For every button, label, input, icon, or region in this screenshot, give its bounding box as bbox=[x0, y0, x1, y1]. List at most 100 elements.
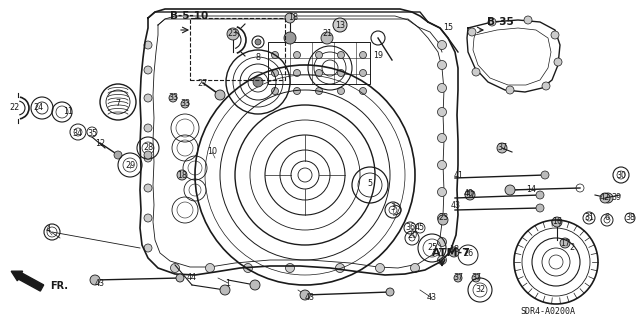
Circle shape bbox=[438, 108, 447, 116]
Text: 20: 20 bbox=[407, 231, 417, 240]
Text: 26: 26 bbox=[463, 249, 473, 257]
Circle shape bbox=[506, 86, 514, 94]
Text: 19: 19 bbox=[373, 50, 383, 60]
Circle shape bbox=[560, 238, 570, 248]
Circle shape bbox=[335, 263, 344, 272]
Bar bbox=[190, 18, 285, 80]
Circle shape bbox=[144, 154, 152, 162]
Circle shape bbox=[144, 184, 152, 192]
Circle shape bbox=[144, 41, 152, 49]
Text: 33: 33 bbox=[168, 93, 178, 101]
Text: 38: 38 bbox=[625, 213, 635, 222]
Text: 29: 29 bbox=[125, 160, 135, 169]
Circle shape bbox=[524, 16, 532, 24]
Circle shape bbox=[144, 244, 152, 252]
Text: 13: 13 bbox=[335, 20, 345, 29]
Circle shape bbox=[541, 171, 549, 179]
Circle shape bbox=[360, 70, 367, 77]
Text: 33: 33 bbox=[180, 99, 190, 108]
Circle shape bbox=[554, 58, 562, 66]
Circle shape bbox=[316, 87, 323, 94]
Text: FR.: FR. bbox=[50, 281, 68, 291]
Text: 10: 10 bbox=[207, 147, 217, 157]
Text: 31: 31 bbox=[584, 213, 594, 222]
Text: 37: 37 bbox=[453, 273, 463, 283]
Circle shape bbox=[603, 193, 613, 203]
Circle shape bbox=[551, 31, 559, 39]
Circle shape bbox=[144, 214, 152, 222]
Circle shape bbox=[505, 185, 515, 195]
Text: 14: 14 bbox=[526, 184, 536, 194]
Text: 1: 1 bbox=[225, 278, 230, 287]
Circle shape bbox=[536, 191, 544, 199]
Text: 37: 37 bbox=[465, 190, 475, 199]
Text: 4: 4 bbox=[45, 226, 51, 234]
Text: 37: 37 bbox=[497, 144, 507, 152]
Text: 21: 21 bbox=[322, 28, 332, 38]
Circle shape bbox=[144, 66, 152, 74]
Text: 34: 34 bbox=[72, 129, 82, 137]
Circle shape bbox=[536, 204, 544, 212]
Circle shape bbox=[542, 82, 550, 90]
Bar bbox=[268, 42, 370, 84]
Text: 44: 44 bbox=[187, 273, 197, 283]
Text: 23: 23 bbox=[227, 28, 237, 38]
Circle shape bbox=[472, 68, 480, 76]
Circle shape bbox=[284, 32, 296, 44]
Text: 11: 11 bbox=[63, 107, 73, 115]
Text: ATM-7: ATM-7 bbox=[432, 248, 471, 258]
Text: 24: 24 bbox=[33, 103, 43, 113]
Text: 30: 30 bbox=[616, 170, 626, 180]
Circle shape bbox=[386, 288, 394, 296]
Circle shape bbox=[144, 151, 152, 159]
Circle shape bbox=[114, 151, 122, 159]
Text: 32: 32 bbox=[475, 285, 485, 293]
Circle shape bbox=[376, 263, 385, 272]
Text: 16: 16 bbox=[552, 218, 562, 226]
Circle shape bbox=[294, 87, 301, 94]
Text: 23: 23 bbox=[438, 213, 448, 222]
Circle shape bbox=[169, 94, 177, 102]
Circle shape bbox=[410, 263, 419, 272]
Text: SDR4-A0200A: SDR4-A0200A bbox=[520, 308, 575, 316]
Text: 17: 17 bbox=[560, 239, 570, 248]
Circle shape bbox=[294, 70, 301, 77]
Circle shape bbox=[438, 215, 448, 225]
Text: B-5-10: B-5-10 bbox=[170, 11, 208, 21]
Text: 43: 43 bbox=[305, 293, 315, 302]
Circle shape bbox=[465, 190, 475, 200]
Circle shape bbox=[337, 70, 344, 77]
Circle shape bbox=[294, 51, 301, 58]
Circle shape bbox=[271, 87, 278, 94]
Text: 22: 22 bbox=[10, 103, 20, 113]
Circle shape bbox=[468, 28, 476, 36]
Text: 2: 2 bbox=[570, 242, 575, 251]
Text: 43: 43 bbox=[95, 278, 105, 287]
Circle shape bbox=[488, 18, 496, 26]
Circle shape bbox=[438, 84, 447, 93]
Circle shape bbox=[181, 100, 189, 108]
Circle shape bbox=[271, 51, 278, 58]
Text: 43: 43 bbox=[427, 293, 437, 302]
Text: 12: 12 bbox=[95, 138, 105, 147]
Text: 36: 36 bbox=[405, 224, 415, 233]
Text: 8: 8 bbox=[255, 54, 260, 63]
Circle shape bbox=[177, 170, 187, 180]
Circle shape bbox=[144, 94, 152, 102]
Text: 18: 18 bbox=[288, 13, 298, 23]
Circle shape bbox=[333, 18, 347, 32]
Circle shape bbox=[285, 263, 294, 272]
Text: 43: 43 bbox=[451, 201, 461, 210]
Circle shape bbox=[438, 41, 447, 49]
Text: 39: 39 bbox=[611, 194, 621, 203]
Circle shape bbox=[176, 274, 184, 282]
Circle shape bbox=[438, 133, 447, 143]
Text: 41: 41 bbox=[454, 170, 464, 180]
Circle shape bbox=[600, 193, 610, 203]
Text: 27: 27 bbox=[198, 78, 208, 87]
Circle shape bbox=[438, 61, 447, 70]
Circle shape bbox=[90, 275, 100, 285]
Circle shape bbox=[316, 51, 323, 58]
Text: 25: 25 bbox=[427, 242, 437, 251]
Text: 5: 5 bbox=[367, 179, 372, 188]
